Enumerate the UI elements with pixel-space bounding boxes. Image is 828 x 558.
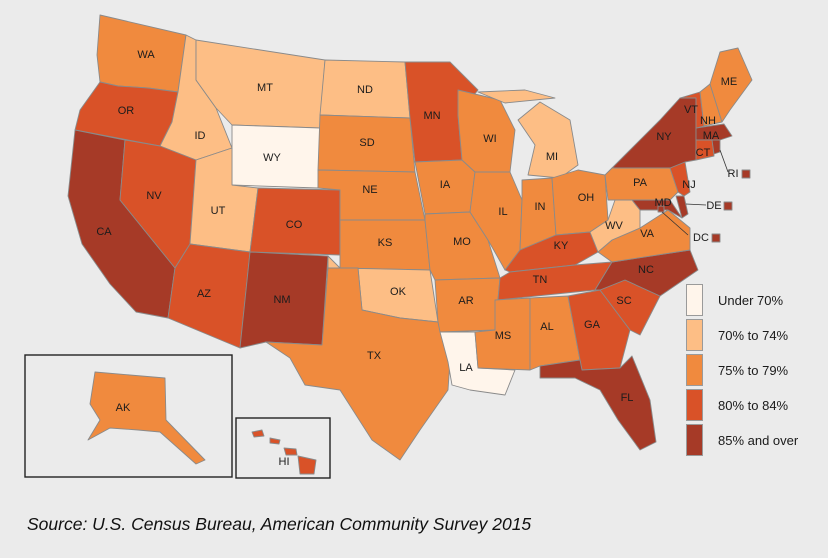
label-OH: OH (578, 192, 595, 204)
label-NV: NV (146, 190, 162, 202)
state-HI (251, 429, 317, 475)
label-TX: TX (367, 350, 382, 362)
state-labels: WA OR CA ID NV MT WY UT AZ CO NM ND SD N… (96, 49, 738, 468)
label-IN: IN (535, 201, 546, 213)
label-AZ: AZ (197, 288, 211, 300)
state-MD (631, 199, 683, 219)
us-choropleth-map: WA OR CA ID NV MT WY UT AZ CO NM ND SD N… (24, 14, 753, 479)
label-GA: GA (584, 319, 601, 331)
legend-item-75-to-79: 75% to 79% (686, 354, 814, 386)
source-caption: Source: U.S. Census Bureau, American Com… (27, 514, 532, 534)
dc-leader (661, 211, 689, 236)
label-WI: WI (483, 133, 496, 145)
label-NJ: NJ (682, 179, 695, 191)
de-leader (685, 203, 707, 206)
legend-swatch (686, 389, 703, 421)
label-DE: DE (706, 200, 721, 212)
label-MA: MA (703, 130, 720, 142)
legend: Under 70% 70% to 74% 75% to 79% 80% to 8… (686, 284, 814, 459)
legend-swatch (686, 284, 703, 316)
legend-item-80-to-84: 80% to 84% (686, 389, 814, 421)
label-CO: CO (286, 219, 303, 231)
state-DE (675, 195, 689, 219)
state-FL (539, 355, 657, 451)
alaska-inset-frame (24, 354, 233, 478)
legend-label: 70% to 74% (718, 327, 789, 343)
label-MO: MO (453, 236, 471, 248)
legend-swatch (686, 319, 703, 351)
label-KY: KY (554, 240, 569, 252)
state-DC (657, 205, 665, 213)
ri-callout-box (741, 169, 751, 179)
label-LA: LA (459, 362, 473, 374)
label-VT: VT (684, 104, 698, 116)
label-WV: WV (605, 220, 623, 232)
label-IL: IL (498, 206, 507, 218)
label-ME: ME (721, 76, 738, 88)
label-UT: UT (211, 205, 226, 217)
de-callout-box (723, 201, 733, 211)
label-VA: VA (640, 228, 655, 240)
label-WA: WA (137, 49, 155, 61)
label-HI: HI (279, 456, 290, 468)
state-MA (695, 123, 733, 141)
state-AR (434, 277, 501, 333)
label-MN: MN (423, 110, 440, 122)
label-SD: SD (359, 137, 374, 149)
hawaii-inset-frame (235, 417, 331, 479)
label-RI: RI (728, 168, 739, 180)
label-TN: TN (533, 274, 548, 286)
label-PA: PA (633, 177, 648, 189)
legend-label: 85% and over (718, 432, 799, 448)
legend-label: 80% to 84% (718, 397, 789, 413)
label-MT: MT (257, 82, 273, 94)
label-OR: OR (118, 105, 135, 117)
label-ID: ID (195, 130, 206, 142)
label-WY: WY (263, 152, 281, 164)
label-FL: FL (621, 392, 634, 404)
label-NC: NC (638, 264, 654, 276)
state-AZ (167, 243, 251, 349)
label-NE: NE (362, 184, 377, 196)
legend-swatch (686, 424, 703, 456)
legend-item-85-and-over: 85% and over (686, 424, 814, 456)
label-NY: NY (656, 131, 672, 143)
state-MI (477, 89, 579, 179)
label-AL: AL (540, 321, 553, 333)
label-AK: AK (116, 402, 131, 414)
label-CT: CT (696, 147, 711, 159)
label-MD: MD (654, 197, 671, 209)
label-DC: DC (693, 232, 709, 244)
state-AK (87, 371, 206, 465)
label-NH: NH (700, 115, 716, 127)
legend-label: Under 70% (718, 292, 784, 308)
label-ND: ND (357, 84, 373, 96)
legend-swatch (686, 354, 703, 386)
label-MS: MS (495, 330, 512, 342)
state-TX (265, 267, 453, 461)
label-MI: MI (546, 151, 558, 163)
dc-callout-box (711, 233, 721, 243)
state-VT (679, 91, 705, 129)
state-ME (709, 47, 753, 123)
legend-label: 75% to 79% (718, 362, 789, 378)
label-NM: NM (273, 294, 290, 306)
ri-leader (719, 149, 729, 173)
label-IA: IA (440, 179, 451, 191)
legend-item-under-70: Under 70% (686, 284, 814, 316)
legend-item-70-to-74: 70% to 74% (686, 319, 814, 351)
label-AR: AR (458, 295, 473, 307)
label-SC: SC (616, 295, 631, 307)
label-KS: KS (378, 237, 393, 249)
label-OK: OK (390, 286, 407, 298)
label-CA: CA (96, 226, 112, 238)
